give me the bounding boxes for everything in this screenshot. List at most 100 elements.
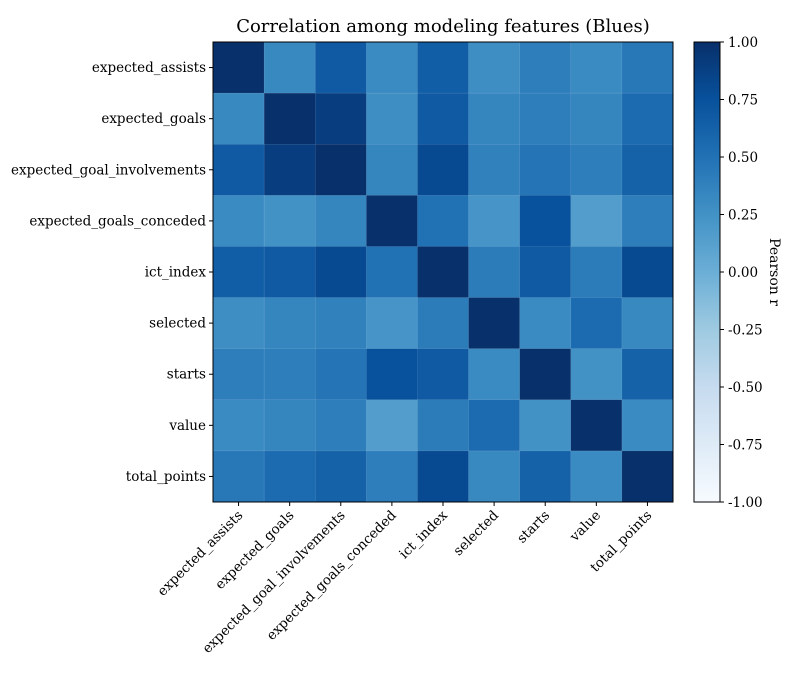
heatmap-cell: [468, 143, 521, 196]
y-tick-label: selected: [149, 316, 206, 332]
heatmap-cell: [314, 399, 367, 452]
heatmap-cell: [314, 92, 367, 145]
colorbar-tick-label: -0.50: [728, 380, 763, 396]
colorbar-tick-label: 0.75: [728, 93, 758, 109]
y-tick-label: starts: [167, 367, 206, 383]
heatmap-cell: [570, 297, 623, 350]
x-tick-label: starts: [514, 507, 553, 546]
heatmap-cell: [417, 297, 470, 350]
heatmap-cell: [519, 143, 572, 196]
heatmap-cell: [417, 143, 470, 196]
colorbar-ticks: 1.00 0.75 0.50 0.25 0.00 -0.25 -0.50 -0.75 -1.00: [720, 35, 763, 511]
heatmap-cell: [468, 92, 521, 145]
x-tick-label: value: [566, 508, 604, 546]
heatmap-cell: [519, 399, 572, 452]
heatmap-cell: [519, 450, 572, 503]
heatmap-cell: [366, 450, 418, 503]
heatmap-cell: [314, 297, 367, 350]
colorbar-tick-label: 0.50: [728, 150, 758, 166]
heatmap-cell: [417, 92, 470, 145]
heatmap-cell: [366, 195, 418, 247]
heatmap-cell: [366, 348, 418, 401]
colorbar-tick-label: -0.25: [728, 323, 763, 339]
heatmap-cell: [314, 143, 367, 196]
heatmap-cell: [468, 246, 521, 299]
y-tick-label: expected_goals_conceded: [29, 213, 206, 229]
y-tick-label: ict_index: [145, 265, 207, 281]
heatmap-cell: [621, 92, 674, 145]
heatmap-cell: [314, 450, 367, 503]
x-tick-label: selected: [450, 507, 502, 559]
heatmap-cell: [468, 348, 521, 401]
heatmap-cell: [417, 41, 470, 94]
heatmap-cell: [263, 41, 316, 94]
heatmap-cell: [417, 450, 470, 503]
heatmap-cell: [314, 195, 367, 247]
heatmap-cell: [570, 41, 623, 94]
heatmap-cell: [570, 450, 623, 503]
chart-title: Correlation among modeling features (Blu…: [236, 16, 650, 37]
heatmap-cell: [212, 195, 265, 247]
heatmap-cell: [212, 246, 265, 299]
heatmap-cell: [212, 297, 265, 350]
heatmap-cell: [263, 450, 316, 503]
colorbar-label: Pearson r: [766, 238, 782, 306]
heatmap-cell: [570, 195, 623, 247]
heatmap-cell: [366, 297, 418, 350]
y-tick-label: value: [168, 418, 206, 434]
heatmap-cell: [621, 195, 674, 247]
colorbar-tick-label: 0.25: [728, 208, 758, 224]
heatmap-cell: [468, 399, 521, 452]
heatmap-cell: [263, 195, 316, 247]
heatmap-cell: [519, 297, 572, 350]
colorbar: [694, 42, 720, 502]
heatmap-cell: [212, 450, 265, 503]
heatmap-cell: [212, 143, 265, 196]
heatmap-cell: [519, 195, 572, 247]
heatmap-cell: [366, 246, 418, 299]
heatmap-cell: [417, 399, 470, 452]
heatmap-cell: [366, 399, 418, 452]
x-tick-label: ict_index: [396, 507, 451, 562]
heatmap-cell: [621, 399, 674, 452]
heatmap-cell: [570, 348, 623, 401]
heatmap-cell: [519, 348, 572, 401]
y-tick-label: expected_goals: [101, 111, 206, 127]
heatmap-cell: [263, 348, 316, 401]
y-axis-ticks: expected_assists expected_goals expected_g…: [11, 60, 213, 485]
heatmap-cell: [212, 348, 265, 401]
heatmap-cell: [468, 450, 521, 503]
heatmap-cell: [212, 41, 265, 94]
colorbar-tick-label: 1.00: [728, 35, 758, 51]
heatmap-cell: [417, 348, 470, 401]
x-tick-label: expected_assists: [154, 507, 246, 599]
heatmap-cell: [417, 195, 470, 247]
heatmap-cell: [263, 246, 316, 299]
heatmap-cell: [570, 246, 623, 299]
heatmap-cell: [263, 143, 316, 196]
y-tick-label: total_points: [126, 469, 206, 485]
heatmap-cell: [621, 348, 674, 401]
y-tick-label: expected_goal_involvements: [11, 162, 206, 178]
heatmap-cell: [621, 143, 674, 196]
heatmap-cell: [519, 92, 572, 145]
heatmap-cell: [570, 399, 623, 452]
heatmap-cell: [519, 246, 572, 299]
heatmap-cell: [468, 195, 521, 247]
heatmap-cell: [263, 399, 316, 452]
colorbar-tick-label: -0.75: [728, 438, 763, 454]
heatmap-cell: [263, 92, 316, 145]
heatmap-cell: [621, 246, 674, 299]
heatmap-cell: [366, 41, 418, 94]
x-axis-ticks: expected_assistsexpected_goalsexpected_g…: [154, 502, 655, 657]
heatmap-cell: [212, 92, 265, 145]
heatmap-cell: [621, 450, 674, 503]
heatmap-cell: [212, 399, 265, 452]
heatmap-cell: [468, 297, 521, 350]
heatmap-cell: [468, 41, 521, 94]
heatmap-cell: [366, 92, 418, 145]
heatmap-cell: [366, 143, 418, 196]
y-tick-label: expected_assists: [92, 60, 206, 76]
heatmap-cell: [314, 41, 367, 94]
